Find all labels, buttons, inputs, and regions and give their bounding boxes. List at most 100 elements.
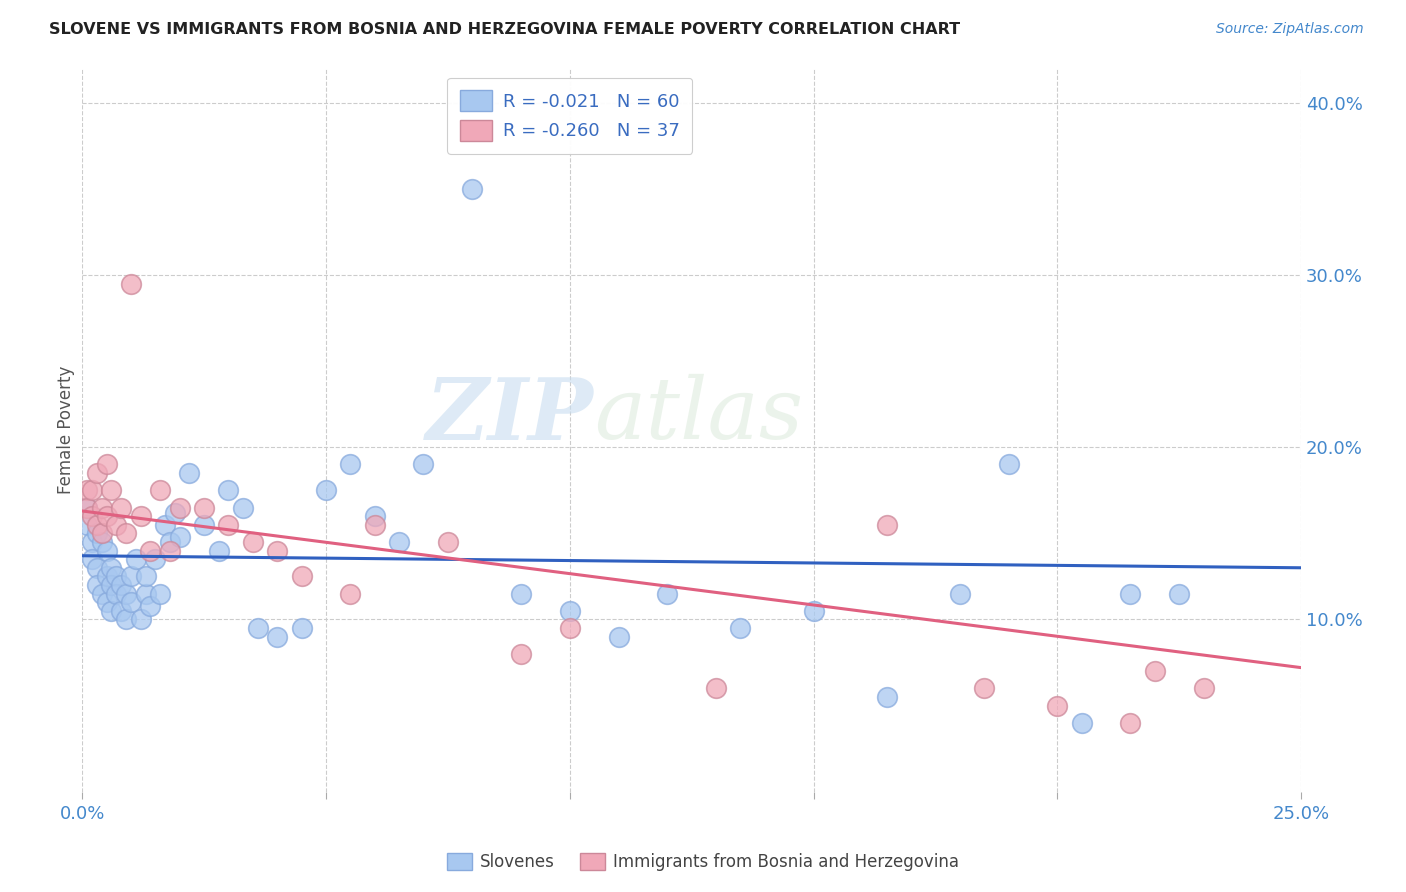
- Point: [120, 595, 142, 609]
- Point: [876, 517, 898, 532]
- Point: [1070, 715, 1092, 730]
- Point: [1143, 664, 1166, 678]
- Point: [76, 517, 98, 532]
- Point: [135, 569, 157, 583]
- Point: [139, 543, 162, 558]
- Point: [80, 552, 103, 566]
- Point: [96, 569, 118, 583]
- Point: [193, 500, 215, 515]
- Point: [1119, 586, 1142, 600]
- Point: [1046, 698, 1069, 713]
- Legend: Slovenes, Immigrants from Bosnia and Herzegovina: Slovenes, Immigrants from Bosnia and Her…: [439, 845, 967, 880]
- Point: [208, 543, 231, 558]
- Point: [96, 458, 118, 472]
- Point: [135, 586, 157, 600]
- Point: [217, 483, 239, 498]
- Point: [105, 586, 128, 600]
- Point: [246, 621, 269, 635]
- Text: ZIP: ZIP: [426, 374, 595, 458]
- Point: [76, 500, 98, 515]
- Point: [803, 604, 825, 618]
- Point: [86, 517, 108, 532]
- Point: [105, 517, 128, 532]
- Point: [290, 569, 312, 583]
- Point: [76, 483, 98, 498]
- Point: [266, 630, 288, 644]
- Point: [159, 543, 181, 558]
- Point: [1119, 715, 1142, 730]
- Point: [461, 182, 484, 196]
- Point: [149, 586, 172, 600]
- Point: [510, 586, 533, 600]
- Legend: R = -0.021   N = 60, R = -0.260   N = 37: R = -0.021 N = 60, R = -0.260 N = 37: [447, 78, 693, 153]
- Point: [100, 483, 122, 498]
- Point: [90, 535, 112, 549]
- Point: [179, 466, 201, 480]
- Point: [76, 500, 98, 515]
- Point: [159, 535, 181, 549]
- Point: [242, 535, 264, 549]
- Point: [364, 517, 387, 532]
- Point: [169, 500, 191, 515]
- Point: [1168, 586, 1191, 600]
- Point: [96, 509, 118, 524]
- Point: [997, 458, 1019, 472]
- Point: [364, 509, 387, 524]
- Point: [90, 526, 112, 541]
- Point: [96, 595, 118, 609]
- Y-axis label: Female Poverty: Female Poverty: [58, 366, 75, 494]
- Point: [96, 543, 118, 558]
- Point: [120, 277, 142, 291]
- Point: [100, 561, 122, 575]
- Point: [110, 500, 132, 515]
- Point: [973, 681, 995, 696]
- Point: [558, 604, 581, 618]
- Point: [163, 506, 186, 520]
- Point: [110, 578, 132, 592]
- Point: [149, 483, 172, 498]
- Point: [339, 586, 361, 600]
- Point: [115, 586, 138, 600]
- Point: [129, 612, 152, 626]
- Point: [105, 569, 128, 583]
- Point: [139, 599, 162, 613]
- Text: atlas: atlas: [595, 375, 803, 457]
- Point: [290, 621, 312, 635]
- Point: [1192, 681, 1215, 696]
- Point: [193, 517, 215, 532]
- Point: [266, 543, 288, 558]
- Point: [86, 561, 108, 575]
- Point: [80, 509, 103, 524]
- Point: [125, 552, 148, 566]
- Point: [657, 586, 679, 600]
- Point: [100, 604, 122, 618]
- Point: [704, 681, 727, 696]
- Point: [86, 578, 108, 592]
- Point: [607, 630, 630, 644]
- Point: [510, 647, 533, 661]
- Point: [949, 586, 972, 600]
- Point: [169, 530, 191, 544]
- Point: [86, 526, 108, 541]
- Point: [143, 552, 166, 566]
- Point: [232, 500, 254, 515]
- Point: [100, 578, 122, 592]
- Point: [86, 466, 108, 480]
- Point: [217, 517, 239, 532]
- Point: [80, 535, 103, 549]
- Point: [437, 535, 460, 549]
- Point: [876, 690, 898, 704]
- Point: [339, 458, 361, 472]
- Point: [80, 483, 103, 498]
- Point: [115, 612, 138, 626]
- Point: [90, 500, 112, 515]
- Point: [558, 621, 581, 635]
- Point: [730, 621, 752, 635]
- Point: [115, 526, 138, 541]
- Point: [90, 586, 112, 600]
- Text: SLOVENE VS IMMIGRANTS FROM BOSNIA AND HERZEGOVINA FEMALE POVERTY CORRELATION CHA: SLOVENE VS IMMIGRANTS FROM BOSNIA AND HE…: [49, 22, 960, 37]
- Point: [412, 458, 434, 472]
- Point: [120, 569, 142, 583]
- Point: [110, 604, 132, 618]
- Text: Source: ZipAtlas.com: Source: ZipAtlas.com: [1216, 22, 1364, 37]
